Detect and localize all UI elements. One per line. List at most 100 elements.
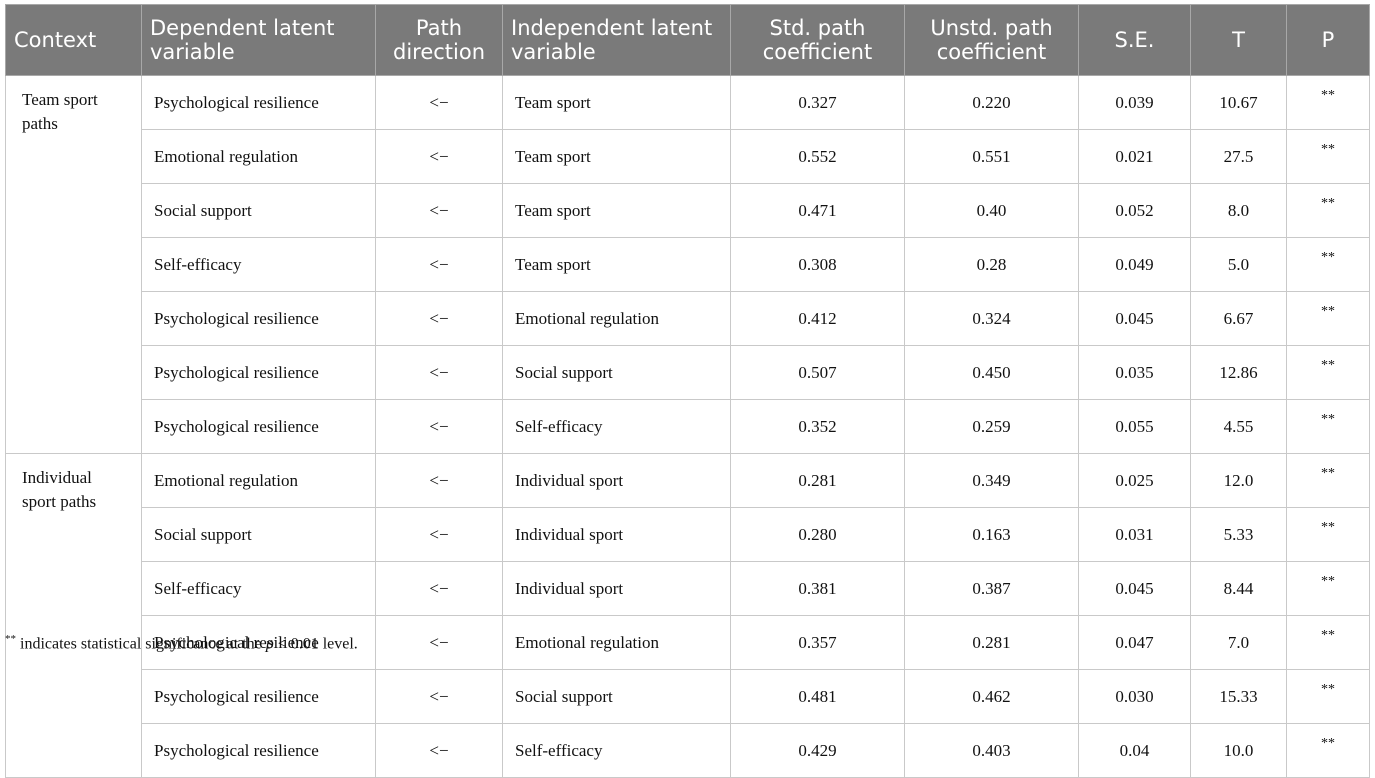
std-coefficient-cell: 0.507 — [730, 345, 905, 400]
dependent-variable-cell: Psychological resilience — [141, 723, 376, 778]
standard-error-cell: 0.031 — [1078, 507, 1191, 562]
table-row: Psychological resilience <− Self-efficacy 0… — [6, 399, 1370, 454]
p-value-cell: ** — [1286, 507, 1370, 562]
context-cell: Individual sport paths — [5, 453, 142, 778]
independent-variable-cell: Team sport — [502, 129, 731, 184]
path-direction-cell: <− — [375, 561, 503, 616]
standard-error-cell: 0.025 — [1078, 453, 1191, 508]
unstd-coefficient-cell: 0.450 — [904, 345, 1079, 400]
standard-error-cell: 0.04 — [1078, 723, 1191, 778]
context-cell: Team sport paths — [5, 75, 142, 454]
dependent-variable-cell: Psychological resilience — [141, 345, 376, 400]
independent-variable-cell: Team sport — [502, 75, 731, 130]
independent-variable-cell: Social support — [502, 345, 731, 400]
independent-variable-cell: Emotional regulation — [502, 615, 731, 670]
table-row: Psychological resilience <− Self-efficacy 0… — [6, 723, 1370, 778]
t-value-cell: 4.55 — [1190, 399, 1287, 454]
header-context: Context — [5, 4, 142, 76]
standard-error-cell: 0.035 — [1078, 345, 1191, 400]
path-direction-cell: <− — [375, 183, 503, 238]
unstd-coefficient-cell: 0.259 — [904, 399, 1079, 454]
standard-error-cell: 0.049 — [1078, 237, 1191, 292]
dependent-variable-cell: Social support — [141, 183, 376, 238]
p-value-cell: ** — [1286, 129, 1370, 184]
std-coefficient-cell: 0.327 — [730, 75, 905, 130]
p-value-cell: ** — [1286, 237, 1370, 292]
independent-variable-cell: Self-efficacy — [502, 723, 731, 778]
independent-variable-cell: Team sport — [502, 237, 731, 292]
table-row: Social support <− Team sport 0.471 0.40 0.052… — [6, 183, 1370, 238]
independent-variable-cell: Emotional regulation — [502, 291, 731, 346]
header-independent-variable: Independent latent variable — [502, 4, 731, 76]
table-row: Self-efficacy <− Individual sport 0.381 0.38… — [6, 561, 1370, 616]
standard-error-cell: 0.047 — [1078, 615, 1191, 670]
independent-variable-cell: Self-efficacy — [502, 399, 731, 454]
path-direction-cell: <− — [375, 453, 503, 508]
std-coefficient-cell: 0.481 — [730, 669, 905, 724]
t-value-cell: 5.0 — [1190, 237, 1287, 292]
standard-error-cell: 0.055 — [1078, 399, 1191, 454]
std-coefficient-cell: 0.381 — [730, 561, 905, 616]
t-value-cell: 12.0 — [1190, 453, 1287, 508]
header-standard-error: S.E. — [1078, 4, 1191, 76]
std-coefficient-cell: 0.281 — [730, 453, 905, 508]
std-coefficient-cell: 0.280 — [730, 507, 905, 562]
independent-variable-cell: Individual sport — [502, 507, 731, 562]
dependent-variable-cell: Self-efficacy — [141, 561, 376, 616]
std-coefficient-cell: 0.412 — [730, 291, 905, 346]
dependent-variable-cell: Psychological resilience — [141, 669, 376, 724]
results-table-container: Context Dependent latent variable Path d… — [5, 4, 1370, 778]
header-path-direction: Path direction — [375, 4, 503, 76]
footnote-marker: ** — [5, 633, 16, 645]
unstd-coefficient-cell: 0.163 — [904, 507, 1079, 562]
header-dependent-variable: Dependent latent variable — [141, 4, 376, 76]
dependent-variable-cell: Psychological resilience — [141, 75, 376, 130]
independent-variable-cell: Team sport — [502, 183, 731, 238]
table-row: Social support <− Individual sport 0.280 0.1… — [6, 507, 1370, 562]
standard-error-cell: 0.045 — [1078, 561, 1191, 616]
header-t-value: T — [1190, 4, 1287, 76]
path-direction-cell: <− — [375, 345, 503, 400]
unstd-coefficient-cell: 0.40 — [904, 183, 1079, 238]
header-unstd-path-coefficient: Unstd. path coefficient — [904, 4, 1079, 76]
path-direction-cell: <− — [375, 291, 503, 346]
dependent-variable-cell: Self-efficacy — [141, 237, 376, 292]
unstd-coefficient-cell: 0.551 — [904, 129, 1079, 184]
table-row: Individual sport paths Emotional regulati… — [5, 453, 1370, 778]
p-value-cell: ** — [1286, 399, 1370, 454]
path-direction-cell: <− — [375, 75, 503, 130]
p-value-cell: ** — [1286, 723, 1370, 778]
standard-error-cell: 0.045 — [1078, 291, 1191, 346]
std-coefficient-cell: 0.471 — [730, 183, 905, 238]
p-value-cell: ** — [1286, 615, 1370, 670]
path-direction-cell: <− — [375, 237, 503, 292]
path-direction-cell: <− — [375, 507, 503, 562]
table-row: Emotional regulation <− Team sport 0.552 0.5… — [6, 129, 1370, 184]
footnote-p-symbol: p — [265, 635, 274, 653]
t-value-cell: 7.0 — [1190, 615, 1287, 670]
unstd-coefficient-cell: 0.324 — [904, 291, 1079, 346]
unstd-coefficient-cell: 0.349 — [904, 453, 1079, 508]
std-coefficient-cell: 0.429 — [730, 723, 905, 778]
path-direction-cell: <− — [375, 723, 503, 778]
std-coefficient-cell: 0.308 — [730, 237, 905, 292]
t-value-cell: 5.33 — [1190, 507, 1287, 562]
t-value-cell: 12.86 — [1190, 345, 1287, 400]
unstd-coefficient-cell: 0.220 — [904, 75, 1079, 130]
header-row: Context Dependent latent variable Path d… — [5, 4, 1370, 76]
t-value-cell: 10.67 — [1190, 75, 1287, 130]
dependent-variable-cell: Psychological resilience — [141, 291, 376, 346]
footnote-text-after: < 0.01 level. — [273, 635, 358, 653]
table-row: Team sport paths Psychological resilience… — [5, 75, 1370, 454]
unstd-coefficient-cell: 0.28 — [904, 237, 1079, 292]
unstd-coefficient-cell: 0.403 — [904, 723, 1079, 778]
std-coefficient-cell: 0.357 — [730, 615, 905, 670]
table-footnote: ** indicates statistical significance at… — [5, 633, 358, 653]
std-coefficient-cell: 0.352 — [730, 399, 905, 454]
dependent-variable-cell: Emotional regulation — [141, 129, 376, 184]
unstd-coefficient-cell: 0.387 — [904, 561, 1079, 616]
table-row: Psychological resilience <− Social support… — [6, 669, 1370, 724]
independent-variable-cell: Individual sport — [502, 453, 731, 508]
table-row: Self-efficacy <− Team sport 0.308 0.28 0.049 5… — [6, 237, 1370, 292]
dependent-variable-cell: Psychological resilience — [141, 399, 376, 454]
